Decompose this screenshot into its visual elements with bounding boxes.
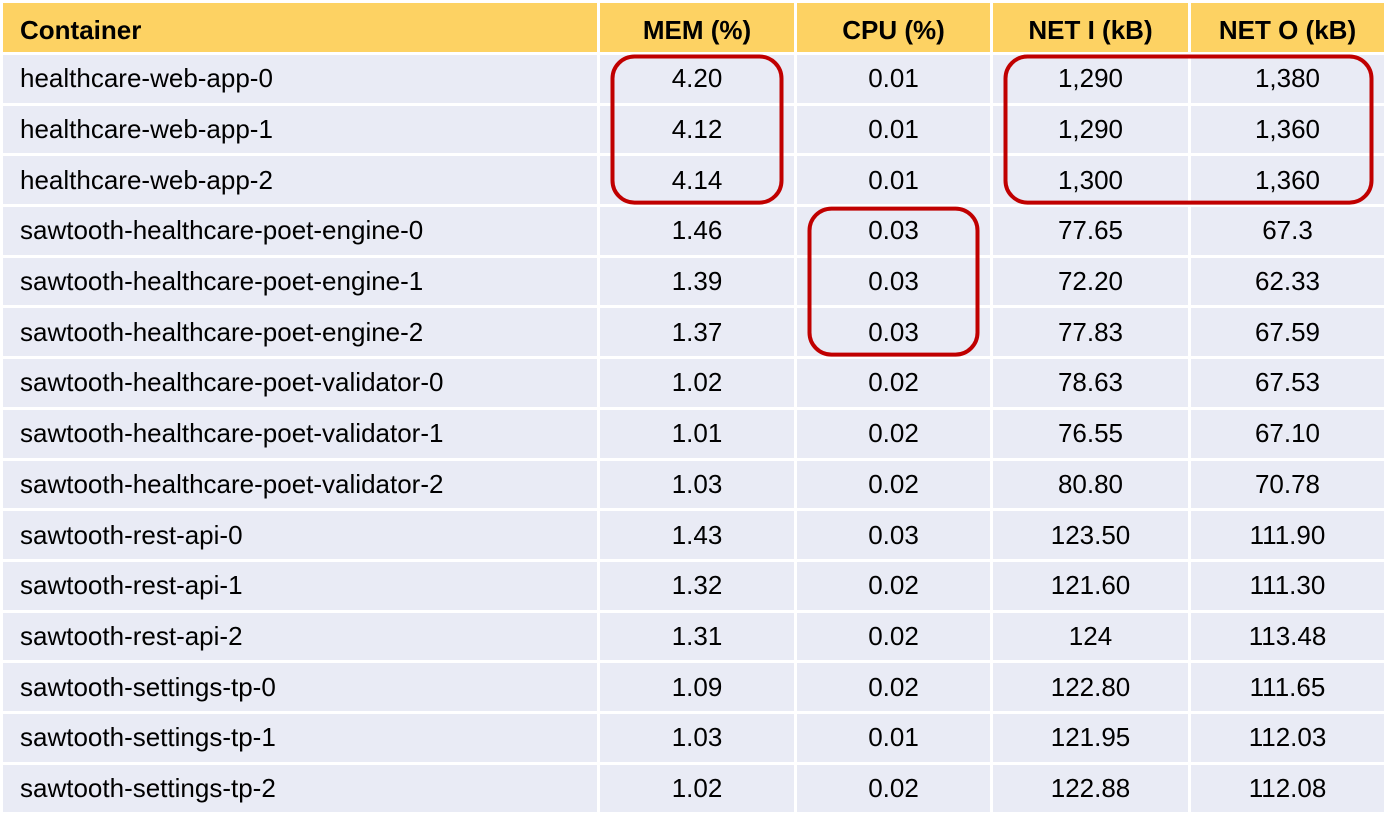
- table-row: sawtooth-healthcare-poet-engine-0 1.46 0.0…: [0, 204, 1386, 258]
- cell-cpu: 0.01: [794, 102, 993, 157]
- cell-net-out: 112.08: [1188, 761, 1386, 816]
- cell-net-out: 67.53: [1188, 356, 1386, 410]
- cell-mem: 1.46: [597, 204, 797, 258]
- cell-container: sawtooth-healthcare-poet-engine-0: [0, 204, 600, 258]
- cell-net-in: 80.80: [990, 457, 1191, 512]
- cell-net-in: 72.20: [990, 254, 1191, 309]
- cell-mem: 1.02: [597, 356, 797, 410]
- cell-net-out: 111.30: [1188, 558, 1386, 613]
- cell-mem: 4.12: [597, 102, 797, 157]
- cell-container: sawtooth-settings-tp-0: [0, 660, 600, 714]
- column-header-net-in: NET I (kB): [990, 0, 1191, 55]
- cell-container: sawtooth-healthcare-poet-validator-1: [0, 406, 600, 461]
- cell-cpu: 0.02: [794, 609, 993, 664]
- table-row: healthcare-web-app-2 4.14 0.01 1,300 1,360: [0, 153, 1386, 208]
- cell-container: sawtooth-settings-tp-2: [0, 761, 600, 816]
- cell-container: sawtooth-settings-tp-1: [0, 710, 600, 765]
- cell-mem: 1.37: [597, 305, 797, 360]
- cell-cpu: 0.03: [794, 254, 993, 309]
- table-row: healthcare-web-app-1 4.12 0.01 1,290 1,360: [0, 102, 1386, 157]
- cell-container: sawtooth-healthcare-poet-engine-2: [0, 305, 600, 360]
- table-row: sawtooth-healthcare-poet-validator-2 1.03…: [0, 457, 1386, 512]
- table-body: healthcare-web-app-0 4.20 0.01 1,290 1,380 he…: [0, 52, 1386, 816]
- cell-container: sawtooth-healthcare-poet-validator-0: [0, 356, 600, 410]
- cell-container: healthcare-web-app-0: [0, 52, 600, 106]
- cell-cpu: 0.02: [794, 558, 993, 613]
- cell-cpu: 0.01: [794, 52, 993, 106]
- cell-net-out: 1,360: [1188, 102, 1386, 157]
- table-row: sawtooth-settings-tp-1 1.03 0.01 121.95 112.…: [0, 710, 1386, 765]
- cell-container: healthcare-web-app-2: [0, 153, 600, 208]
- cell-mem: 1.03: [597, 710, 797, 765]
- cell-mem: 1.02: [597, 761, 797, 816]
- cell-net-out: 67.10: [1188, 406, 1386, 461]
- cell-net-in: 124: [990, 609, 1191, 664]
- header-row: Container MEM (%) CPU (%) NET I (kB) NET…: [0, 0, 1386, 55]
- cell-net-out: 67.59: [1188, 305, 1386, 360]
- table-row: sawtooth-healthcare-poet-validator-1 1.01…: [0, 406, 1386, 461]
- table-row: sawtooth-rest-api-1 1.32 0.02 121.60 111.30: [0, 558, 1386, 613]
- cell-container: sawtooth-healthcare-poet-engine-1: [0, 254, 600, 309]
- cell-net-out: 70.78: [1188, 457, 1386, 512]
- cell-cpu: 0.02: [794, 356, 993, 410]
- cell-net-out: 111.65: [1188, 660, 1386, 714]
- cell-net-out: 1,360: [1188, 153, 1386, 208]
- cell-mem: 1.32: [597, 558, 797, 613]
- cell-container: sawtooth-rest-api-1: [0, 558, 600, 613]
- table-row: sawtooth-healthcare-poet-validator-0 1.02…: [0, 356, 1386, 410]
- table-row: sawtooth-settings-tp-0 1.09 0.02 122.80 111.…: [0, 660, 1386, 714]
- cell-cpu: 0.02: [794, 660, 993, 714]
- column-header-mem: MEM (%): [597, 0, 797, 55]
- table-row: sawtooth-settings-tp-2 1.02 0.02 122.88 112.…: [0, 761, 1386, 816]
- table-row: healthcare-web-app-0 4.20 0.01 1,290 1,380: [0, 52, 1386, 106]
- cell-net-in: 1,290: [990, 52, 1191, 106]
- cell-net-out: 62.33: [1188, 254, 1386, 309]
- cell-container: healthcare-web-app-1: [0, 102, 600, 157]
- cell-mem: 1.39: [597, 254, 797, 309]
- table-row: sawtooth-rest-api-0 1.43 0.03 123.50 111.90: [0, 508, 1386, 562]
- cell-cpu: 0.01: [794, 153, 993, 208]
- cell-cpu: 0.02: [794, 761, 993, 816]
- cell-net-in: 121.95: [990, 710, 1191, 765]
- cell-net-in: 122.80: [990, 660, 1191, 714]
- cell-net-out: 112.03: [1188, 710, 1386, 765]
- cell-net-in: 123.50: [990, 508, 1191, 562]
- cell-net-in: 1,300: [990, 153, 1191, 208]
- cell-mem: 1.31: [597, 609, 797, 664]
- cell-net-in: 77.83: [990, 305, 1191, 360]
- cell-cpu: 0.03: [794, 305, 993, 360]
- table-row: sawtooth-rest-api-2 1.31 0.02 124 113.48: [0, 609, 1386, 664]
- cell-net-in: 1,290: [990, 102, 1191, 157]
- cell-mem: 1.01: [597, 406, 797, 461]
- cell-net-in: 76.55: [990, 406, 1191, 461]
- cell-net-in: 78.63: [990, 356, 1191, 410]
- cell-cpu: 0.03: [794, 508, 993, 562]
- cell-net-in: 121.60: [990, 558, 1191, 613]
- cell-cpu: 0.02: [794, 406, 993, 461]
- cell-net-in: 77.65: [990, 204, 1191, 258]
- cell-mem: 1.03: [597, 457, 797, 512]
- column-header-net-out: NET O (kB): [1188, 0, 1386, 55]
- table-row: sawtooth-healthcare-poet-engine-1 1.39 0.0…: [0, 254, 1386, 309]
- cell-mem: 4.20: [597, 52, 797, 106]
- cell-net-out: 67.3: [1188, 204, 1386, 258]
- cell-cpu: 0.03: [794, 204, 993, 258]
- cell-net-out: 111.90: [1188, 508, 1386, 562]
- cell-net-in: 122.88: [990, 761, 1191, 816]
- cell-cpu: 0.02: [794, 457, 993, 512]
- column-header-container: Container: [0, 0, 600, 55]
- table-row: sawtooth-healthcare-poet-engine-2 1.37 0.0…: [0, 305, 1386, 360]
- cell-container: sawtooth-rest-api-0: [0, 508, 600, 562]
- cell-container: sawtooth-rest-api-2: [0, 609, 600, 664]
- cell-net-out: 113.48: [1188, 609, 1386, 664]
- cell-net-out: 1,380: [1188, 52, 1386, 106]
- cell-container: sawtooth-healthcare-poet-validator-2: [0, 457, 600, 512]
- cell-cpu: 0.01: [794, 710, 993, 765]
- cell-mem: 1.43: [597, 508, 797, 562]
- cell-mem: 4.14: [597, 153, 797, 208]
- column-header-cpu: CPU (%): [794, 0, 993, 55]
- cell-mem: 1.09: [597, 660, 797, 714]
